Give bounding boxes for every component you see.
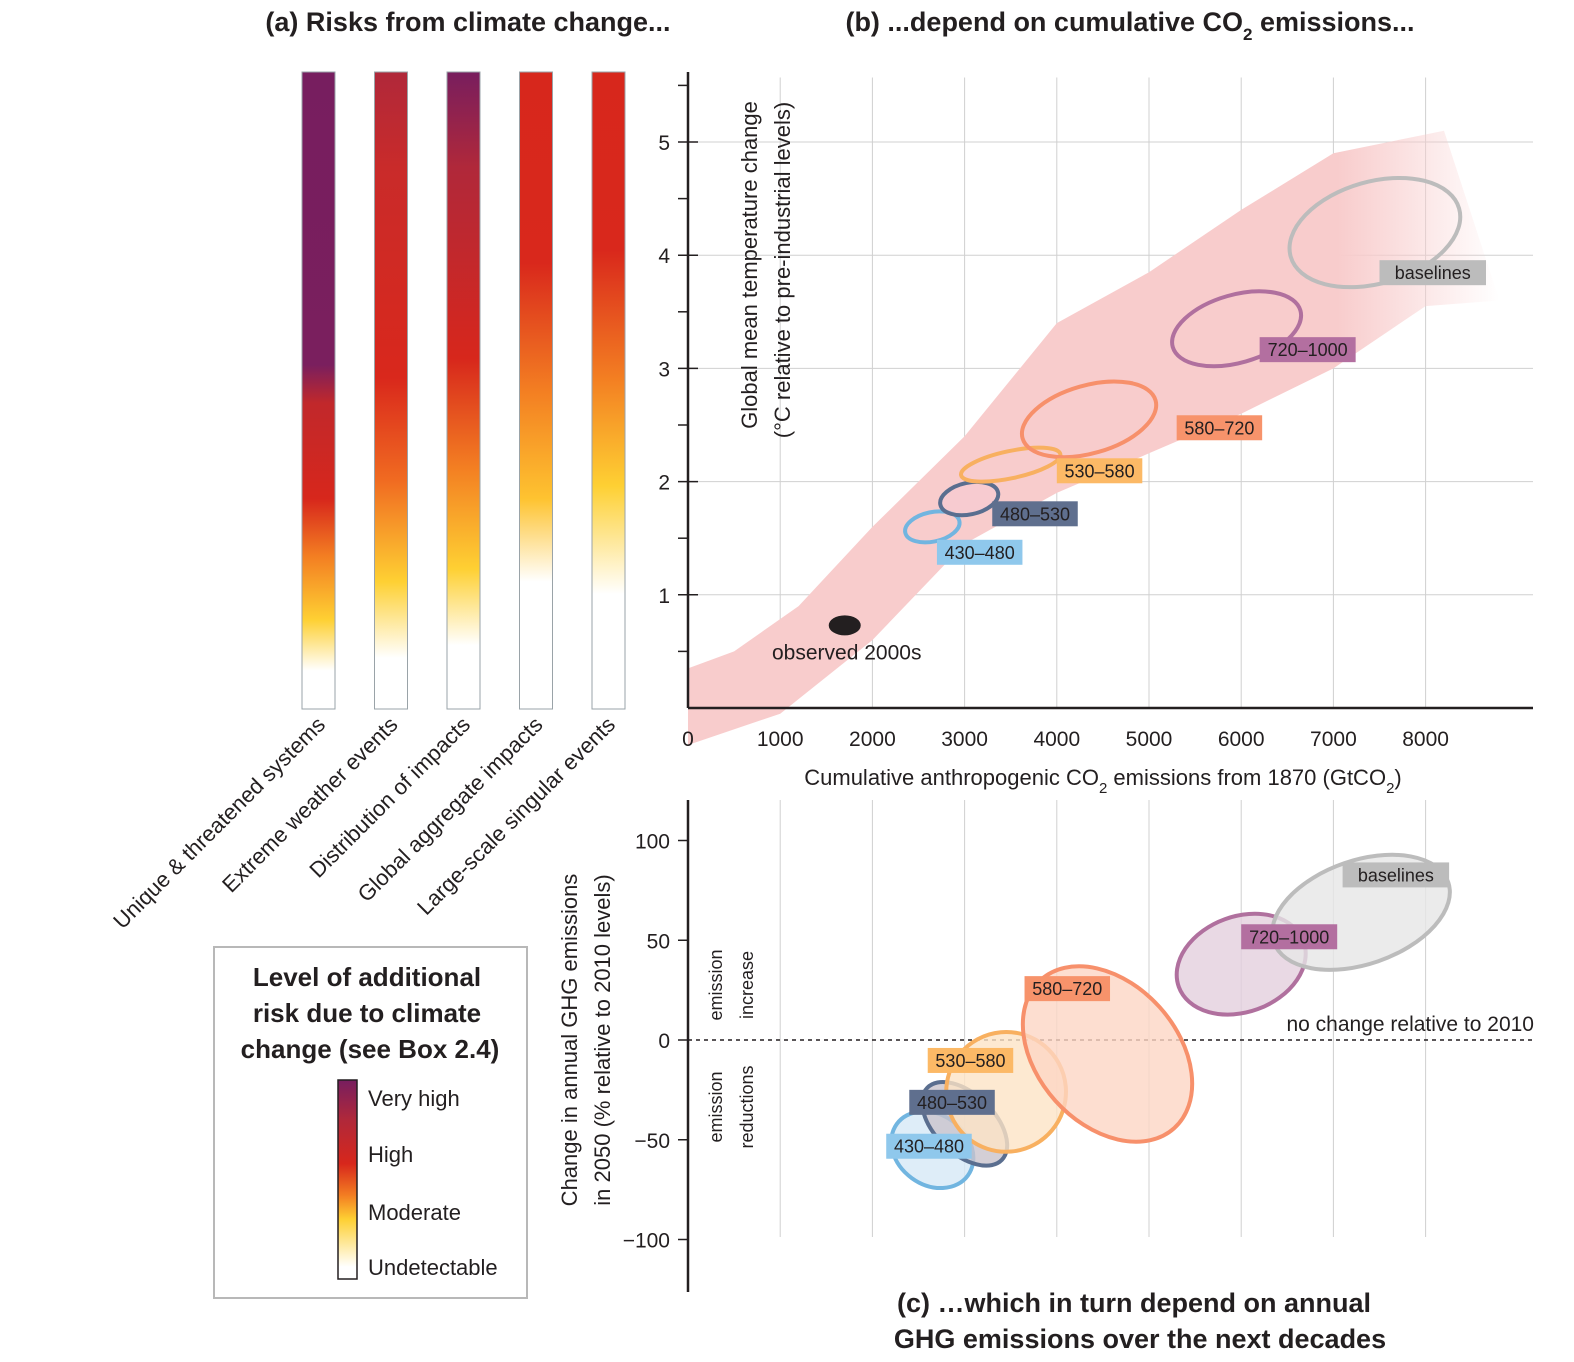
panel-b-scenario-labels: 430–480 480–530 530–580 580–720 720–1000 base… [936,260,1486,565]
b-y-tick-label-5: 5 [658,132,670,155]
panel-b-y-axis-label-line-2: (°C relative to pre-industrial levels) [770,102,795,438]
risk-bar-extreme-weather-events [374,71,408,710]
legend-level-undetectable: Undetectable [368,1255,498,1280]
panel-a: (a) Risks from climate change... Unique … [108,7,670,934]
legend-level-very-high: Very high [368,1086,460,1111]
observed-2000s-point [828,615,861,636]
panel-c-title-line-1: (c) …which in turn depend on annual [897,1288,1371,1318]
zero-change-label: no change relative to 2010 [1286,1013,1534,1036]
emission-reductions-label-2: reductions [737,1065,757,1148]
b-x-tick-label-8000: 8000 [1402,728,1449,751]
c-scenario-label-box-530-580 [927,1047,1014,1073]
b-scenario-ellipse-580-720 [1019,379,1159,460]
c-scenario-label-box-430-480 [886,1133,972,1159]
b-x-tick-label-0: 0 [682,728,694,751]
c-scenario-label-580-720: 580–720 [1032,979,1102,999]
b-x-tick-label-5000: 5000 [1126,728,1173,751]
legend-color-scale [337,1079,358,1280]
c-y-tick-label-0: 0 [658,1030,670,1053]
b-scenario-label-box-480-530 [992,501,1078,527]
b-x-tick-label-4000: 4000 [1033,728,1080,751]
panel-b: (b) ...depend on cumulative CO2 emission… [658,7,1533,797]
b-scenario-label-box-530-580 [1056,458,1143,484]
b-y-tick-label-4: 4 [658,245,670,268]
c-y-tick-label--50: −50 [634,1130,670,1153]
risk-bar-global-aggregate-impacts [519,71,553,710]
risk-bar-unique-threatened-systems [301,71,336,710]
c-y-tick-label-50: 50 [647,930,670,953]
b-scenario-label-baselines: baselines [1395,263,1471,283]
b-y-tick-label-3: 3 [658,358,670,381]
observed-2000s-label: observed 2000s [772,641,921,664]
risk-bar-large-scale-singular-events [591,71,626,710]
b-y-tick-label-2: 2 [658,472,670,495]
c-y-tick-label-100: 100 [635,831,670,854]
b-scenario-label-530-580: 530–580 [1065,461,1135,481]
b-scenario-label-box-720-1000 [1259,337,1356,363]
c-scenario-label-box-480-530 [909,1089,995,1115]
legend-box [213,946,528,1299]
b-scenario-label-box-430-480 [936,539,1023,565]
panel-c-axes: 100 50 0 −50 −100 [623,800,690,1292]
panel-c-scenario-labels: 430–480 480–530 530–580 580–720 720–1000 base… [886,862,1450,1159]
panel-c: 100 50 0 −50 −100 no change relative to 2010… [557,800,1534,1354]
b-scenario-label-box-580-720 [1176,415,1263,441]
b-x-tick-label-3000: 3000 [941,728,988,751]
emission-increase-label-1: emission [706,949,726,1020]
panel-c-y-axis-label-line-2: in 2050 (% relative to 2010 levels) [590,874,615,1205]
b-scenario-label-480-530: 480–530 [1000,504,1070,524]
panel-c-title-line-2: GHG emissions over the next decades [894,1324,1386,1354]
panel-b-y-axis-label-line-1: Global mean temperature change [737,101,762,429]
b-y-tick-label-1: 1 [658,585,670,608]
c-scenario-label-box-baselines [1342,862,1450,888]
legend-level-moderate: Moderate [368,1200,461,1225]
b-scenario-label-box-baselines [1379,260,1486,286]
b-scenario-ellipse-530-580 [959,445,1063,484]
risk-legend: Level of additional risk due to climate … [213,946,528,1299]
b-x-tick-label-7000: 7000 [1310,728,1357,751]
c-scenario-label-box-720-1000 [1241,924,1338,950]
b-scenario-label-580-720: 580–720 [1184,418,1254,438]
b-scenario-label-720-1000: 720–1000 [1268,340,1348,360]
legend-title-line-1: Level of additional [253,962,481,992]
c-scenario-label-430-480: 430–480 [894,1137,964,1157]
b-scenario-ellipse-480-530 [938,479,1001,518]
panel-a-title: (a) Risks from climate change... [265,7,670,37]
b-x-tick-label-2000: 2000 [849,728,896,751]
panel-c-y-axis-label-line-1: Change in annual GHG emissions [557,874,582,1207]
temperature-uncertainty-band [688,130,1500,745]
b-scenario-ellipse-430-480 [903,509,962,545]
emission-increase-label-2: increase [737,951,757,1019]
c-scenario-label-480-530: 480–530 [917,1093,987,1113]
legend-title-line-3: change (see Box 2.4) [241,1034,500,1064]
b-x-tick-label-1000: 1000 [757,728,804,751]
c-scenario-label-720-1000: 720–1000 [1249,927,1329,947]
c-scenario-label-box-580-720 [1024,976,1111,1002]
legend-title-line-2: risk due to climate [253,998,481,1028]
c-y-tick-label--100: −100 [623,1230,670,1253]
b-x-tick-label-6000: 6000 [1218,728,1265,751]
emission-reductions-label-1: emission [706,1071,726,1142]
panel-b-x-axis-label: Cumulative anthropogenic CO2 emissions f… [804,765,1401,797]
b-scenario-ellipse-720-1000 [1170,289,1304,369]
c-scenario-label-530-580: 530–580 [935,1051,1005,1071]
panel-b-title: (b) ...depend on cumulative CO2 emission… [845,7,1414,44]
c-scenario-label-baselines: baselines [1358,865,1434,885]
legend-level-high: High [368,1142,413,1167]
panel-b-axes: 1 2 3 4 5 0 1000 2000 3000 4000 5000 6000 7000 8000 [658,72,1533,751]
risk-bars [301,71,626,710]
risk-bar-distribution-of-impacts [446,71,481,710]
b-scenario-label-430-480: 430–480 [945,543,1015,563]
